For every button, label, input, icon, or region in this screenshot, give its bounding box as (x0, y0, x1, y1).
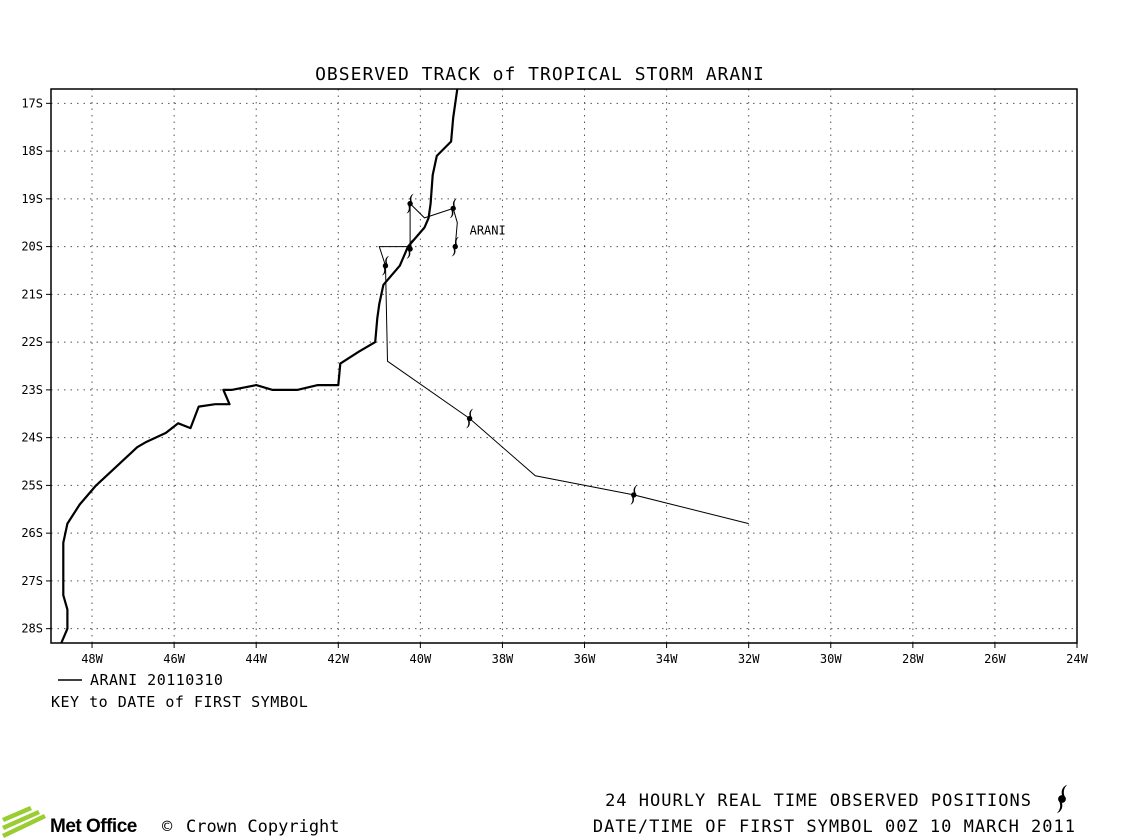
storm-position-symbol (406, 239, 414, 259)
lon-tick-label: 38W (492, 652, 514, 666)
coastline-path (60, 88, 459, 644)
key-caption: KEY to DATE of FIRST SYMBOL (51, 693, 308, 711)
lon-tick-label: 46W (163, 652, 185, 666)
lat-tick-label: 19S (21, 192, 43, 206)
copyright-text: Crown Copyright (186, 817, 340, 837)
lat-tick-label: 27S (21, 574, 43, 588)
storm-position-symbol (451, 236, 459, 257)
storm-position-symbol (630, 485, 638, 505)
storm-position-symbols (381, 193, 638, 505)
lat-tick-label: 24S (21, 431, 43, 445)
lat-tick-label: 18S (21, 144, 43, 158)
copyright-symbol: © (162, 817, 173, 837)
footer-date-text: DATE/TIME OF FIRST SYMBOL 00Z 10 MARCH 2… (593, 817, 1076, 837)
storm-track (378, 202, 749, 525)
lon-tick-label: 40W (410, 652, 432, 666)
storm-symbol-icon (1056, 784, 1068, 814)
track-path (378, 202, 749, 525)
lon-tick-label: 28W (902, 652, 924, 666)
lon-tick-label: 34W (656, 652, 678, 666)
met-office-brand: Met Office (50, 816, 137, 837)
lat-tick-label: 20S (21, 240, 43, 254)
storm-name-label: ARANI (470, 224, 506, 238)
coastline (60, 88, 459, 644)
lon-tick-label: 44W (245, 652, 267, 666)
lat-tick-label: 22S (21, 335, 43, 349)
lat-tick-label: 25S (21, 478, 43, 492)
storm-position-symbol (406, 193, 414, 214)
lat-tick-label: 28S (21, 622, 43, 636)
lat-tick-label: 21S (21, 287, 43, 301)
lon-tick-label: 42W (327, 652, 349, 666)
footer-storm-symbol (1056, 784, 1068, 814)
map-frame (50, 88, 1078, 644)
footer-positions-text: 24 HOURLY REAL TIME OBSERVED POSITIONS (605, 791, 1032, 811)
lon-tick-label: 48W (81, 652, 103, 666)
lon-tick-label: 26W (984, 652, 1006, 666)
latitude-tick-labels: 17S 18S 19S 20S 21S 22S 23S 24S 25S 26S 27S 28S (21, 96, 51, 636)
lon-tick-label: 30W (820, 652, 842, 666)
lat-tick-label: 23S (21, 383, 43, 397)
lon-tick-label: 32W (738, 652, 760, 666)
met-office-logo-icon (2, 806, 46, 838)
gridlines (51, 89, 1078, 643)
lon-tick-label: 24W (1066, 652, 1088, 666)
key-entry: ARANI 20110310 (90, 671, 223, 689)
map-title: OBSERVED TRACK of TROPICAL STORM ARANI (315, 64, 765, 85)
storm-position-symbol (381, 255, 390, 276)
lat-tick-label: 17S (21, 96, 43, 110)
lon-tick-label: 36W (574, 652, 596, 666)
lat-tick-label: 26S (21, 526, 43, 540)
storm-position-symbol (449, 198, 457, 219)
storm-position-symbol (466, 408, 474, 429)
longitude-tick-labels: 48W 46W 44W 42W 40W 38W 36W 34W 32W 30W 28W 26W 24W (81, 643, 1089, 666)
